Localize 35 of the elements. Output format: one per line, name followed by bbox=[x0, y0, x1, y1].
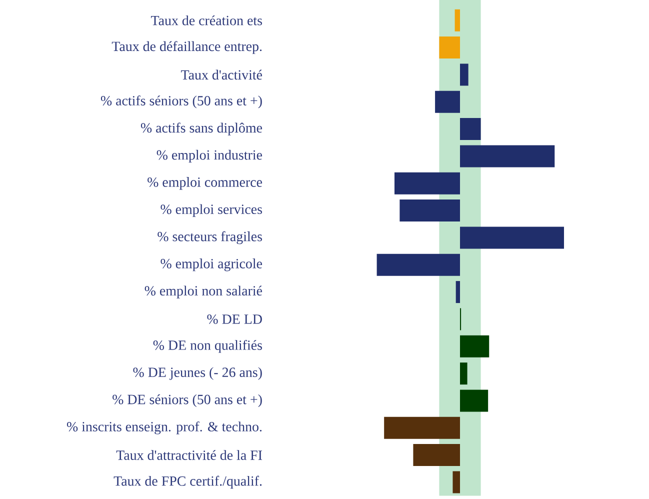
bar bbox=[400, 200, 460, 222]
bar bbox=[460, 145, 555, 168]
y-tick-label: Taux de FPC certif./qualif. bbox=[114, 476, 262, 489]
y-tick-label: % actifs séniors (50 ans et +) bbox=[100, 96, 262, 108]
y-tick-label: % DE non qualifiés bbox=[153, 340, 262, 353]
y-tick-label: Taux de création ets bbox=[151, 16, 262, 26]
y-tick-label: % emploi commerce bbox=[148, 177, 262, 190]
bar bbox=[460, 362, 468, 385]
y-tick-label: % emploi non salarié bbox=[144, 286, 262, 298]
y-tick-label: Taux d'attractivité de la FI bbox=[116, 450, 262, 460]
y-tick-label: % DE LD bbox=[207, 314, 262, 324]
y-tick-label: % DE séniors (50 ans et +) bbox=[112, 394, 262, 408]
bar bbox=[456, 281, 460, 304]
y-tick-label: % actifs sans diplôme bbox=[140, 122, 262, 136]
bar bbox=[376, 254, 460, 276]
bar bbox=[394, 172, 460, 194]
bar bbox=[460, 226, 564, 249]
bar bbox=[460, 335, 490, 358]
bar bbox=[454, 9, 460, 32]
bar bbox=[460, 118, 481, 140]
bar bbox=[460, 64, 468, 86]
y-tick-label: % emploi agricole bbox=[160, 258, 262, 272]
y-tick-label: % emploi services bbox=[160, 204, 262, 217]
bar bbox=[435, 90, 460, 113]
bar bbox=[384, 416, 460, 439]
bar bbox=[452, 471, 460, 494]
y-tick-label: % emploi industrie bbox=[156, 150, 262, 163]
y-tick-label: % secteurs fragiles bbox=[158, 231, 262, 244]
bar bbox=[439, 36, 460, 59]
y-tick-label: Taux de défaillance entrep. bbox=[112, 41, 262, 54]
y-tick-label: % DE jeunes (- 26 ans) bbox=[133, 367, 262, 380]
bar bbox=[413, 444, 460, 466]
y-tick-label: % inscrits enseign. prof. & techno. bbox=[66, 422, 262, 434]
bar bbox=[460, 390, 488, 412]
y-tick-label: Taux d'activité bbox=[181, 70, 262, 80]
